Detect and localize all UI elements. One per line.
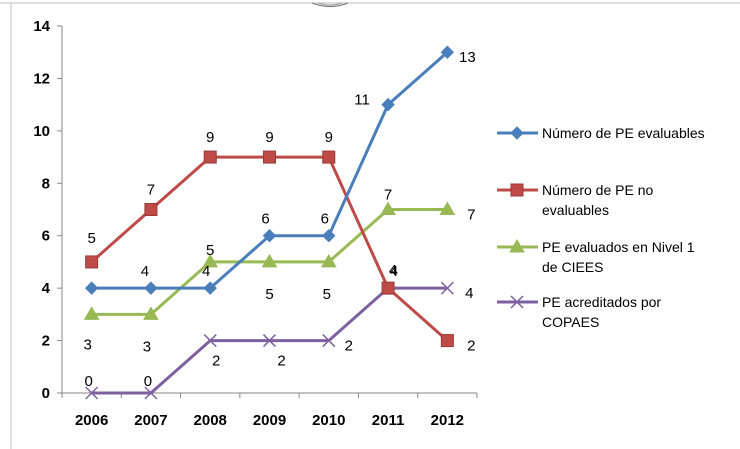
series-layer — [83, 45, 456, 400]
data-label: 4 — [390, 263, 398, 280]
legend-entry-text: COPAES — [542, 314, 599, 330]
data-label: 11 — [354, 92, 370, 109]
data-label: 9 — [206, 129, 214, 146]
legend-swatch-marker — [510, 126, 524, 140]
data-point-marker — [440, 334, 454, 348]
data-label: 4 — [389, 262, 397, 279]
x-tick-label: 2007 — [134, 412, 167, 429]
data-point-marker — [440, 45, 455, 59]
data-point-marker — [440, 281, 454, 295]
data-label: 5 — [265, 286, 273, 303]
data-point-marker — [322, 229, 336, 243]
data-point-marker — [322, 334, 336, 348]
data-label: 0 — [144, 373, 152, 390]
data-label: 0 — [84, 373, 92, 390]
legend-entry-text: Número de PE no — [542, 182, 653, 198]
data-point-marker — [262, 229, 277, 243]
x-tick-label: 2009 — [253, 412, 286, 429]
y-tick-label: 10 — [33, 123, 50, 140]
x-tick-label: 2010 — [312, 412, 345, 429]
data-label: 7 — [384, 187, 392, 204]
y-tick-label: 4 — [42, 280, 51, 297]
data-point-marker — [203, 334, 217, 348]
data-point-marker — [85, 255, 99, 269]
data-point-marker — [380, 201, 396, 215]
data-label: 7 — [147, 182, 155, 199]
x-tick-label: 2011 — [372, 412, 405, 429]
data-label: 7 — [467, 207, 475, 224]
legend-swatch-marker — [509, 239, 525, 253]
data-label: 6 — [261, 211, 269, 228]
data-point-marker — [85, 386, 99, 400]
data-point-marker — [263, 150, 276, 164]
data-point-marker — [322, 150, 336, 164]
data-label: 5 — [206, 242, 214, 259]
legend-entry-text: de CIEES — [542, 259, 603, 275]
data-point-marker — [439, 201, 456, 215]
data-label: 4 — [465, 285, 473, 302]
series-line — [91, 51, 449, 290]
data-label: 2 — [345, 338, 353, 355]
y-tick-label: 6 — [42, 228, 50, 245]
data-label: 9 — [265, 129, 273, 146]
data-point-marker — [83, 306, 100, 320]
data-point-marker — [144, 386, 158, 400]
y-tick-label: 12 — [33, 70, 50, 87]
data-label: 2 — [212, 353, 220, 370]
y-tick-label: 2 — [42, 333, 50, 350]
data-point-marker — [320, 253, 337, 268]
x-tick-label: 2012 — [431, 412, 464, 429]
data-point-marker — [381, 281, 395, 295]
data-point-marker — [84, 281, 99, 295]
legend-swatch-marker — [510, 295, 524, 309]
data-label: 5 — [87, 230, 95, 247]
data-point-marker — [381, 97, 395, 112]
data-label: 2 — [467, 338, 475, 355]
data-label: 5 — [323, 286, 331, 303]
data-point-marker — [203, 150, 217, 164]
data-label: 4 — [141, 263, 149, 280]
data-label: 3 — [83, 336, 91, 353]
data-label: 6 — [321, 211, 329, 228]
data-label: 2 — [277, 353, 285, 370]
data-point-marker — [144, 203, 158, 216]
data-point-marker — [202, 253, 219, 268]
x-tick-label: 2008 — [194, 412, 227, 429]
data-label: 9 — [325, 129, 333, 146]
data-point-marker — [143, 306, 159, 320]
x-tick-label: 2006 — [75, 412, 108, 429]
y-tick-label: 8 — [42, 175, 50, 192]
logo-fragment — [311, 2, 349, 8]
y-tick-label: 14 — [33, 18, 50, 35]
data-point-marker — [262, 334, 277, 348]
legend-entry-text: evaluables — [542, 202, 609, 218]
y-tick-label: 0 — [42, 385, 50, 402]
data-point-marker — [203, 281, 217, 295]
legend-swatch-marker — [510, 183, 524, 197]
legend-entry-text: PE acreditados por — [542, 294, 661, 310]
data-point-marker — [144, 281, 158, 295]
data-point-marker — [261, 253, 278, 268]
legend: Número de PE evaluables Número de PE no ev… — [497, 125, 705, 330]
data-label: 4 — [202, 263, 210, 280]
data-label: 3 — [143, 338, 151, 355]
legend-entry-text: PE evaluados en Nivel 1 — [542, 239, 695, 255]
legend-entry-text: Número de PE evaluables — [542, 125, 705, 141]
data-label: 13 — [459, 49, 476, 66]
